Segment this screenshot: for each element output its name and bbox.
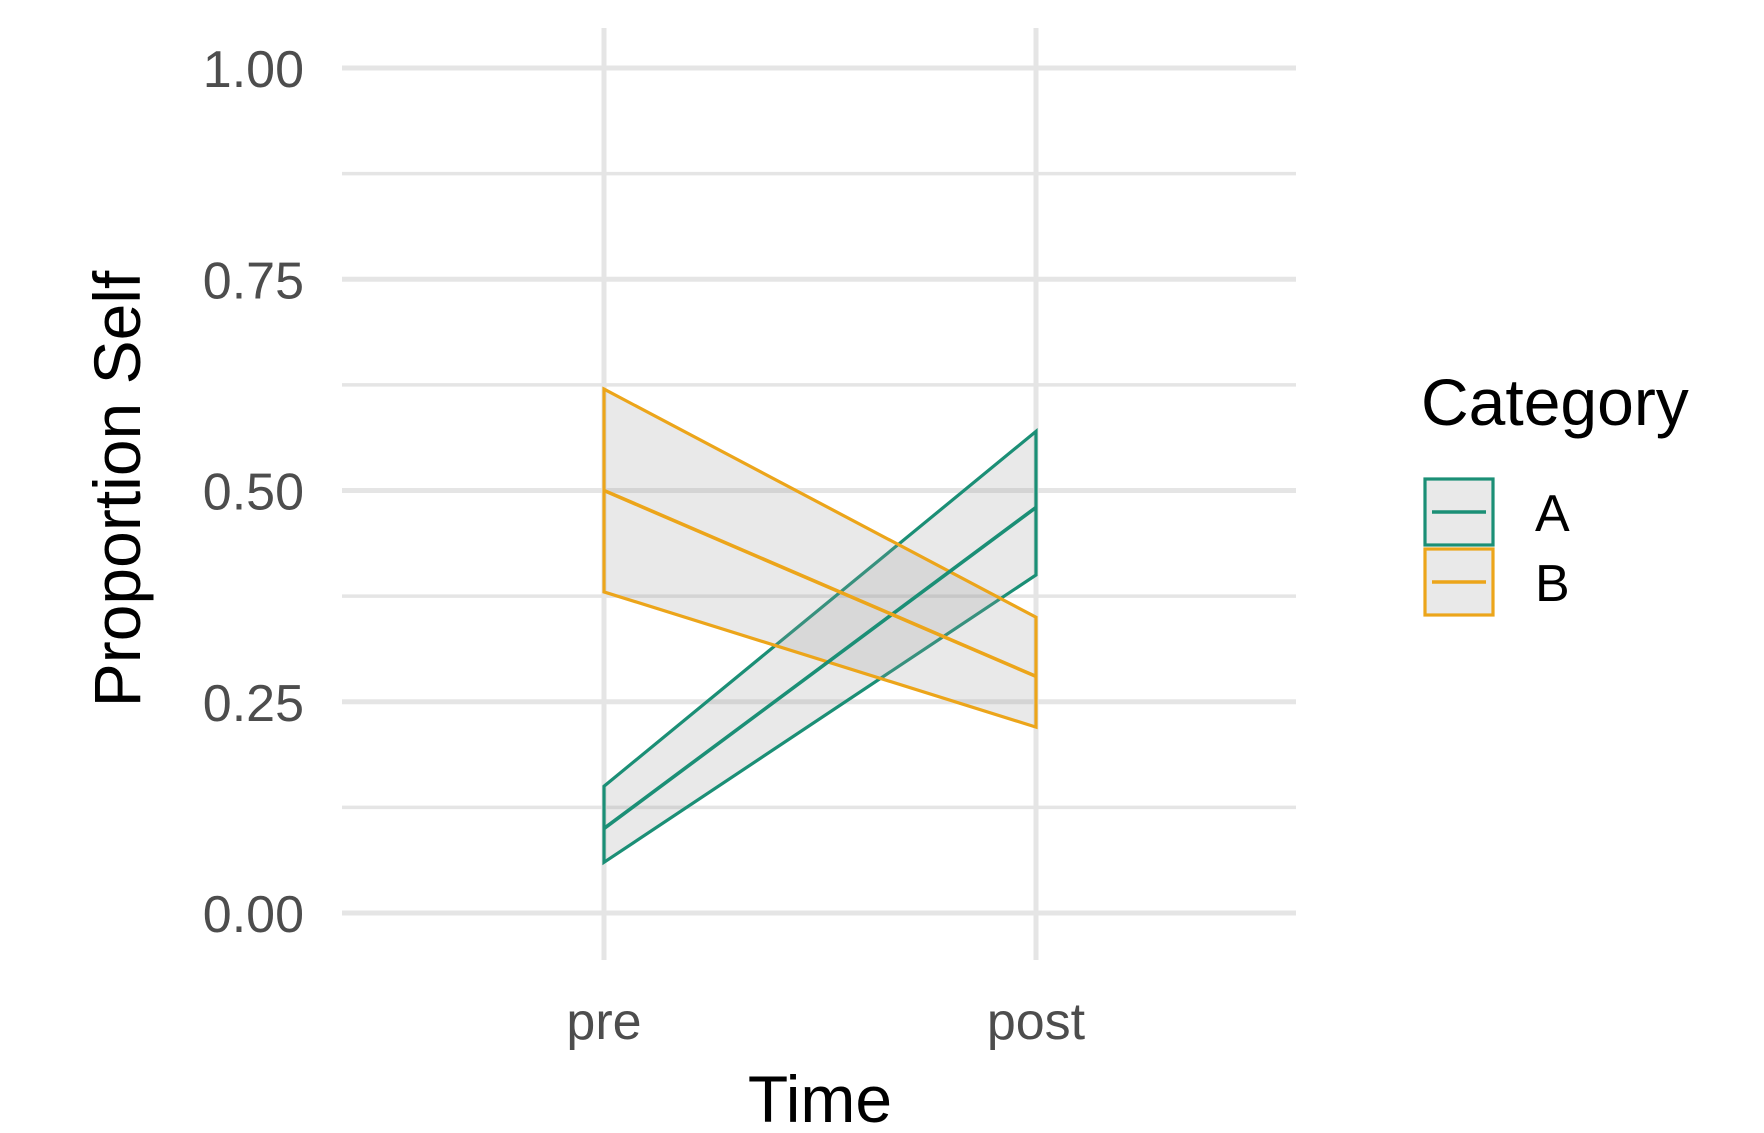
legend: Category AB	[1421, 365, 1689, 617]
y-tick-labels: 0.00 0.25 0.50 0.75 1.00	[203, 41, 304, 944]
y-tick-label: 0.50	[203, 464, 304, 522]
legend-items: AB	[1423, 477, 1570, 617]
y-axis-title: Proportion Self	[80, 270, 154, 707]
y-tick-label: 1.00	[203, 41, 304, 99]
x-tick-label: post	[987, 993, 1086, 1051]
confidence-bands	[602, 386, 1038, 866]
series-lines	[602, 488, 1038, 830]
band-A	[602, 427, 1038, 866]
legend-label: B	[1535, 555, 1570, 613]
x-tick-label: pre	[566, 993, 641, 1051]
y-tick-label: 0.25	[203, 675, 304, 733]
x-tick-labels: pre post	[566, 993, 1085, 1051]
x-axis-title: Time	[748, 1062, 892, 1133]
line-A	[602, 505, 1038, 830]
legend-title: Category	[1421, 365, 1689, 439]
legend-item-B: B	[1423, 547, 1570, 617]
grid	[342, 28, 1296, 960]
line-B	[603, 488, 1037, 679]
band-B	[602, 386, 1038, 730]
legend-item-A: A	[1423, 477, 1570, 547]
legend-label: A	[1535, 485, 1570, 543]
y-tick-label: 0.00	[203, 886, 304, 944]
y-tick-label: 0.75	[203, 252, 304, 310]
